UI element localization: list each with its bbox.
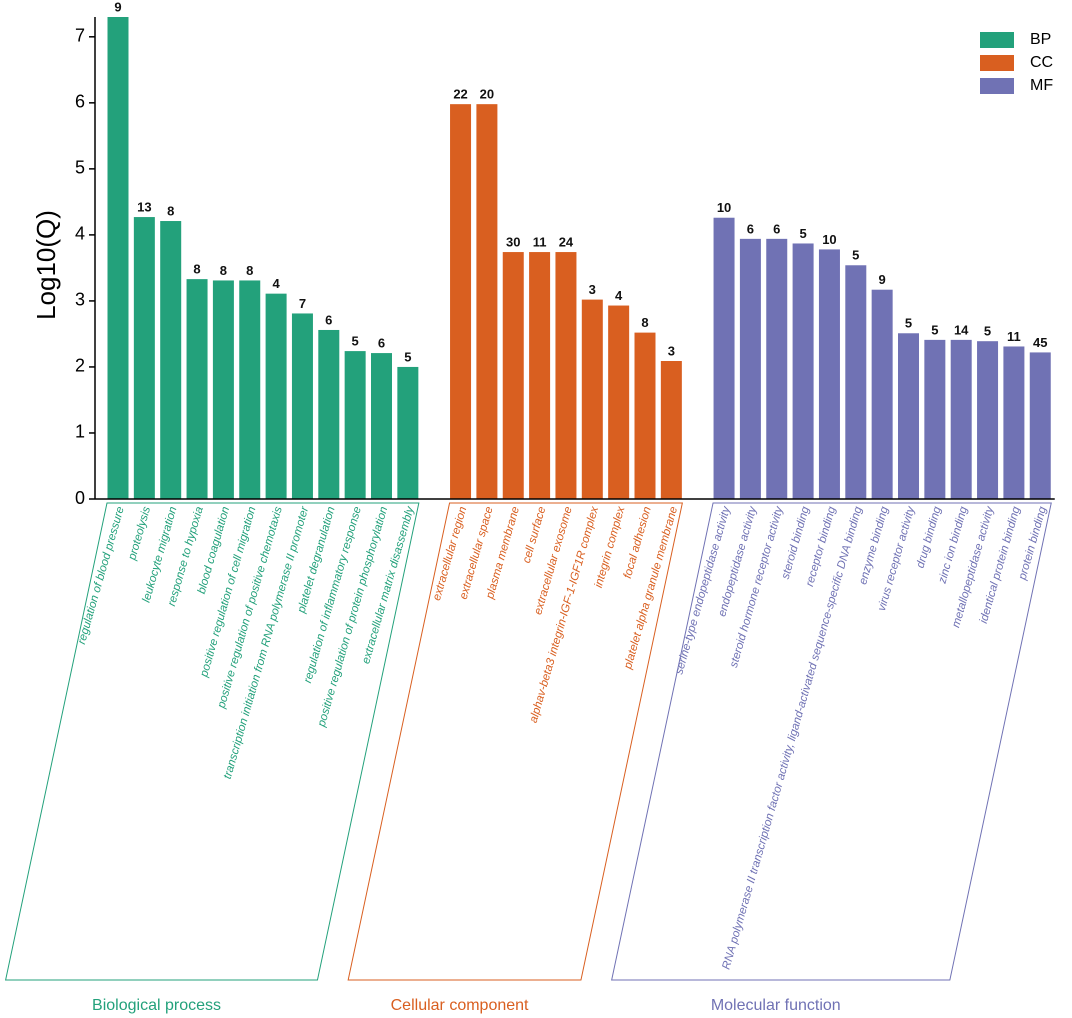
bar [502,252,524,499]
bar [818,249,840,499]
count-label: 8 [641,315,648,330]
x-tick-label: steroid binding [780,505,812,581]
count-label: 13 [137,200,151,215]
y-tick-label: 6 [75,92,85,112]
count-label: 5 [352,334,359,349]
bar [397,366,419,499]
y-tick-label: 3 [75,290,85,310]
group-label: Molecular function [711,997,841,1014]
legend-label: BP [1030,31,1051,48]
count-label: 30 [506,234,520,249]
count-label: 11 [1007,329,1021,344]
bar [924,339,946,499]
bar [555,252,577,499]
count-label: 3 [668,343,675,358]
bar [318,329,340,499]
x-tick-label: focal adhesion [622,505,654,580]
count-label: 5 [404,349,411,364]
bar [344,351,366,499]
bar [871,289,893,499]
count-label: 3 [589,282,596,297]
count-label: 8 [246,263,253,278]
count-label: 5 [931,322,938,337]
y-axis-label: Log10(Q) [31,210,61,320]
bar [265,293,287,499]
bar [291,313,313,499]
count-label: 9 [114,0,121,14]
bar [608,305,630,499]
bar [977,341,999,499]
bar [160,221,182,499]
count-label: 11 [533,234,547,249]
count-label: 8 [167,203,174,218]
bar [239,280,261,499]
bar [186,279,208,499]
x-tick-label: proteolysis [126,505,153,562]
bar [950,339,972,499]
legend-label: CC [1030,54,1053,71]
count-label: 45 [1033,335,1047,350]
x-tick-label: platelet alpha granule membrane [622,505,680,671]
x-tick-label: drug binding [915,505,944,570]
legend-swatch [980,78,1014,94]
count-label: 8 [220,263,227,278]
bar [1029,352,1051,499]
bar [476,104,498,500]
legend-label: MF [1030,77,1053,94]
y-tick-label: 7 [75,26,85,46]
count-label: 4 [615,288,623,303]
count-label: 6 [378,336,385,351]
bar [792,243,814,499]
bar [898,333,919,499]
count-label: 10 [822,232,836,247]
bar [107,17,129,499]
count-label: 5 [852,248,859,263]
count-label: 6 [747,221,754,236]
count-label: 6 [773,221,780,236]
bar [1003,346,1025,499]
count-label: 5 [984,324,991,339]
y-tick-label: 0 [75,488,85,508]
count-label: 8 [193,262,200,277]
bar [845,265,867,499]
y-tick-label: 5 [75,158,85,178]
y-tick-label: 1 [75,422,85,442]
count-label: 20 [480,87,494,102]
count-label: 5 [799,226,806,241]
y-tick-label: 2 [75,356,85,376]
count-label: 9 [879,272,886,287]
bar [766,238,788,499]
bar [133,217,155,499]
bar [371,353,392,499]
bar [529,252,551,499]
group-label: Biological process [92,997,221,1014]
y-tick-label: 4 [75,224,85,244]
bar [660,361,682,499]
count-label: 7 [299,296,306,311]
x-tick-label: protein binding [1016,505,1049,582]
group-outline [4,502,420,981]
x-tick-label: cell surface [521,505,549,564]
bar [713,217,735,500]
x-tick-label: regulation of blood pressure [76,505,127,645]
bar [450,104,472,500]
count-label: 24 [559,234,574,249]
x-tick-label: extracellular matrix disassembly [360,504,417,665]
count-label: 5 [905,316,912,331]
count-label: 14 [954,322,969,337]
count-label: 4 [272,276,280,291]
group-label: Cellular component [391,997,529,1014]
count-label: 22 [453,87,467,102]
count-label: 10 [717,200,731,215]
count-label: 6 [325,312,332,327]
group-outline [347,502,683,981]
group-outline [611,502,1052,981]
bar [212,280,234,499]
bar [634,332,656,499]
legend-swatch [980,32,1014,48]
bar [581,299,603,499]
legend-swatch [980,55,1014,71]
bar [739,238,761,499]
